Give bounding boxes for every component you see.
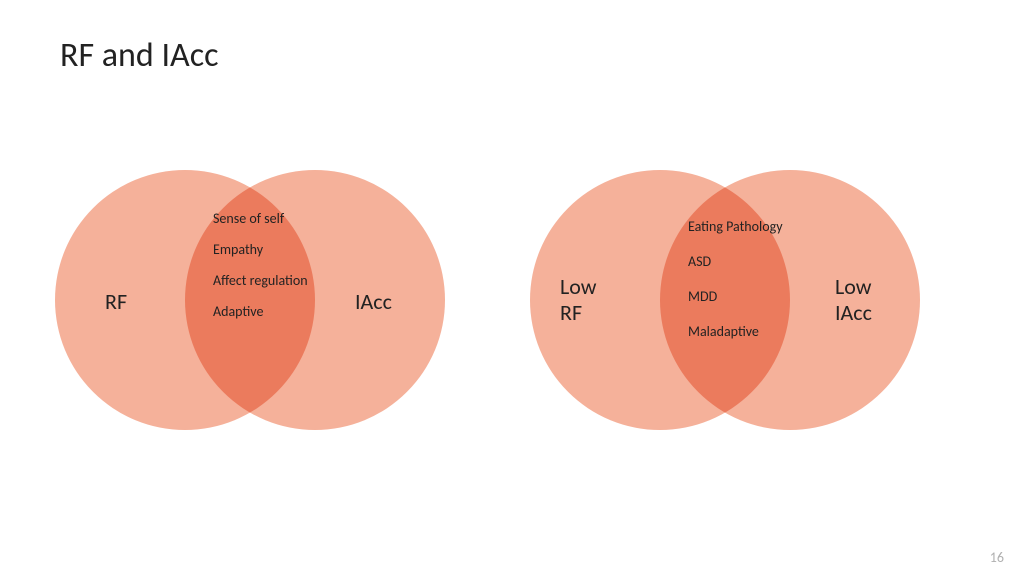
venn-right-label-b: Low IAcc	[835, 274, 872, 327]
venn-left-label-a: RF	[105, 288, 127, 315]
venn-right-item: Eating Pathology	[688, 218, 798, 235]
slide-title: RF and IAcc	[60, 35, 218, 76]
venn-right-label-a: Low RF	[560, 274, 597, 327]
venn-left-item: Affect regulation	[213, 272, 323, 289]
venn-right-item: Maladaptive	[688, 323, 798, 340]
venn-right-intersection: Eating Pathology ASD MDD Maladaptive	[688, 218, 798, 340]
venn-left-item: Adaptive	[213, 303, 323, 320]
venn-diagram-right: Low RF Low IAcc Eating Pathology ASD MDD…	[530, 170, 930, 450]
venn-right-item: MDD	[688, 288, 798, 305]
venn-left-item: Empathy	[213, 241, 323, 258]
venn-right-item: ASD	[688, 253, 798, 270]
venn-diagram-left: RF IAcc Sense of self Empathy Affect reg…	[55, 170, 455, 450]
venn-left-intersection: Sense of self Empathy Affect regulation …	[213, 210, 323, 320]
venn-left-label-b: IAcc	[355, 288, 392, 315]
venn-left-item: Sense of self	[213, 210, 323, 227]
page-number: 16	[990, 549, 1004, 566]
